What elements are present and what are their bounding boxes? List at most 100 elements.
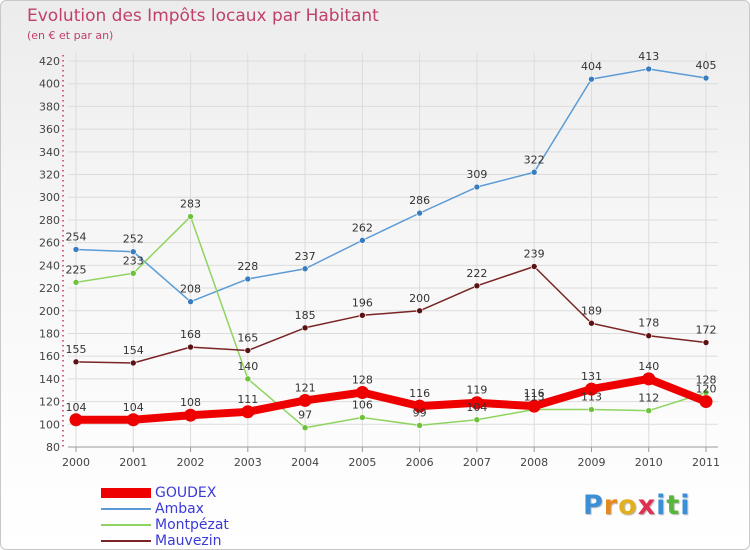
- data-label-ambax: 286: [409, 194, 430, 207]
- x-tick-label: 2000: [62, 456, 90, 469]
- data-point-montpezat: [187, 213, 194, 220]
- logo-letter: i: [680, 490, 691, 521]
- data-label-goudex: 119: [466, 384, 487, 397]
- x-tick-label: 2001: [119, 456, 147, 469]
- logo-letter: i: [656, 490, 667, 521]
- legend-swatch-ambax: [101, 508, 151, 510]
- data-point-montpezat: [473, 416, 481, 424]
- data-point-ambax: [301, 265, 309, 273]
- data-label-goudex: 131: [581, 370, 602, 383]
- y-tick-label: 220: [39, 282, 60, 295]
- logo-letter: P: [583, 490, 604, 521]
- data-label-goudex: 116: [409, 387, 430, 400]
- data-point-mauvezin: [702, 339, 710, 346]
- y-tick-label: 260: [39, 237, 60, 250]
- data-label-ambax: 405: [696, 59, 717, 72]
- chart-title: Evolution des Impôts locaux par Habitant: [27, 6, 379, 26]
- data-label-goudex: 128: [352, 374, 373, 387]
- y-tick-label: 180: [39, 327, 60, 340]
- data-label-mauvezin: 222: [466, 267, 487, 280]
- data-point-ambax: [702, 74, 710, 82]
- data-label-ambax: 413: [638, 50, 659, 63]
- logo-letter: r: [603, 490, 619, 521]
- data-point-goudex: [584, 382, 598, 396]
- data-label-goudex: 120: [696, 383, 717, 396]
- data-label-goudex: 104: [123, 401, 144, 414]
- logo-letter: x: [637, 490, 657, 521]
- legend-label-goudex: GOUDEX: [155, 484, 217, 501]
- data-label-mauvezin: 172: [696, 324, 717, 337]
- data-point-goudex: [413, 399, 427, 413]
- data-label-goudex: 140: [638, 360, 659, 373]
- data-point-goudex: [699, 395, 713, 409]
- data-point-ambax: [359, 237, 366, 244]
- proxiti-logo: Proxiti: [583, 490, 691, 521]
- data-label-ambax: 262: [352, 221, 373, 234]
- data-point-montpezat: [588, 406, 595, 413]
- legend-swatch-montpezat: [101, 524, 151, 526]
- data-label-montpezat: 113: [581, 391, 602, 404]
- series-line-goudex: [76, 374, 708, 424]
- data-label-mauvezin: 165: [237, 332, 258, 345]
- y-tick-label: 400: [39, 78, 60, 91]
- x-tick-label: 2011: [692, 456, 720, 469]
- data-label-mauvezin: 239: [524, 247, 545, 260]
- series-line-montpezat: [75, 215, 707, 429]
- data-point-goudex: [184, 408, 198, 422]
- data-point-ambax: [473, 183, 481, 191]
- y-tick-label: 80: [46, 441, 60, 454]
- data-label-montpezat: 128: [696, 374, 717, 387]
- data-label-mauvezin: 168: [180, 328, 201, 341]
- data-label-montpezat: 106: [352, 398, 373, 411]
- y-tick-label: 420: [39, 55, 60, 68]
- data-label-ambax: 309: [466, 168, 487, 181]
- data-point-mauvezin: [588, 319, 595, 327]
- data-point-ambax: [129, 248, 137, 256]
- y-tick-label: 160: [39, 350, 60, 363]
- data-label-mauvezin: 189: [581, 304, 602, 317]
- data-label-ambax: 252: [123, 233, 144, 246]
- data-point-montpezat: [416, 422, 423, 429]
- y-tick-label: 120: [39, 396, 60, 409]
- data-point-montpezat: [359, 414, 366, 421]
- x-tick-label: 2003: [234, 456, 262, 469]
- series-line-mauvezin: [75, 265, 707, 364]
- data-point-ambax: [530, 168, 538, 176]
- logo-letter: o: [618, 490, 638, 521]
- data-point-goudex: [241, 405, 255, 419]
- data-point-ambax: [72, 246, 80, 253]
- y-tick-label: 200: [39, 305, 60, 318]
- logo-letter: t: [666, 490, 681, 521]
- y-tick-label: 360: [39, 123, 60, 136]
- y-tick-label: 340: [39, 146, 60, 159]
- data-point-mauvezin: [129, 359, 137, 367]
- data-label-ambax: 208: [180, 283, 201, 296]
- data-label-ambax: 254: [66, 230, 87, 243]
- axis-layer: 80 100 120 140 160 180 200 220 240 260 280 300 320 34…: [39, 55, 720, 469]
- legend: GOUDEX Ambax Montpézat Mauvezin: [101, 485, 229, 549]
- data-label-goudex: 121: [295, 381, 316, 394]
- data-point-mauvezin: [301, 324, 309, 332]
- legend-item-ambax: Ambax: [101, 501, 229, 517]
- x-tick-label: 2005: [348, 456, 376, 469]
- legend-label-ambax: Ambax: [155, 500, 204, 517]
- data-label-mauvezin: 196: [352, 296, 373, 309]
- data-point-goudex: [470, 396, 484, 410]
- data-point-mauvezin: [416, 307, 423, 315]
- data-label-montpezat: 112: [638, 392, 659, 405]
- data-point-goudex: [527, 399, 541, 413]
- legend-item-mauvezin: Mauvezin: [101, 533, 229, 549]
- data-label-montpezat: 225: [66, 263, 87, 276]
- data-point-mauvezin: [244, 347, 252, 354]
- data-point-goudex: [355, 386, 369, 400]
- data-point-montpezat: [645, 407, 653, 414]
- data-label-ambax: 237: [295, 250, 316, 263]
- y-tick-label: 380: [39, 100, 60, 113]
- data-point-mauvezin: [187, 343, 194, 351]
- data-point-goudex: [298, 393, 312, 407]
- data-label-mauvezin: 200: [409, 292, 430, 305]
- y-tick-label: 320: [39, 169, 60, 182]
- data-label-montpezat: 99: [413, 406, 427, 419]
- legend-label-mauvezin: Mauvezin: [155, 532, 222, 549]
